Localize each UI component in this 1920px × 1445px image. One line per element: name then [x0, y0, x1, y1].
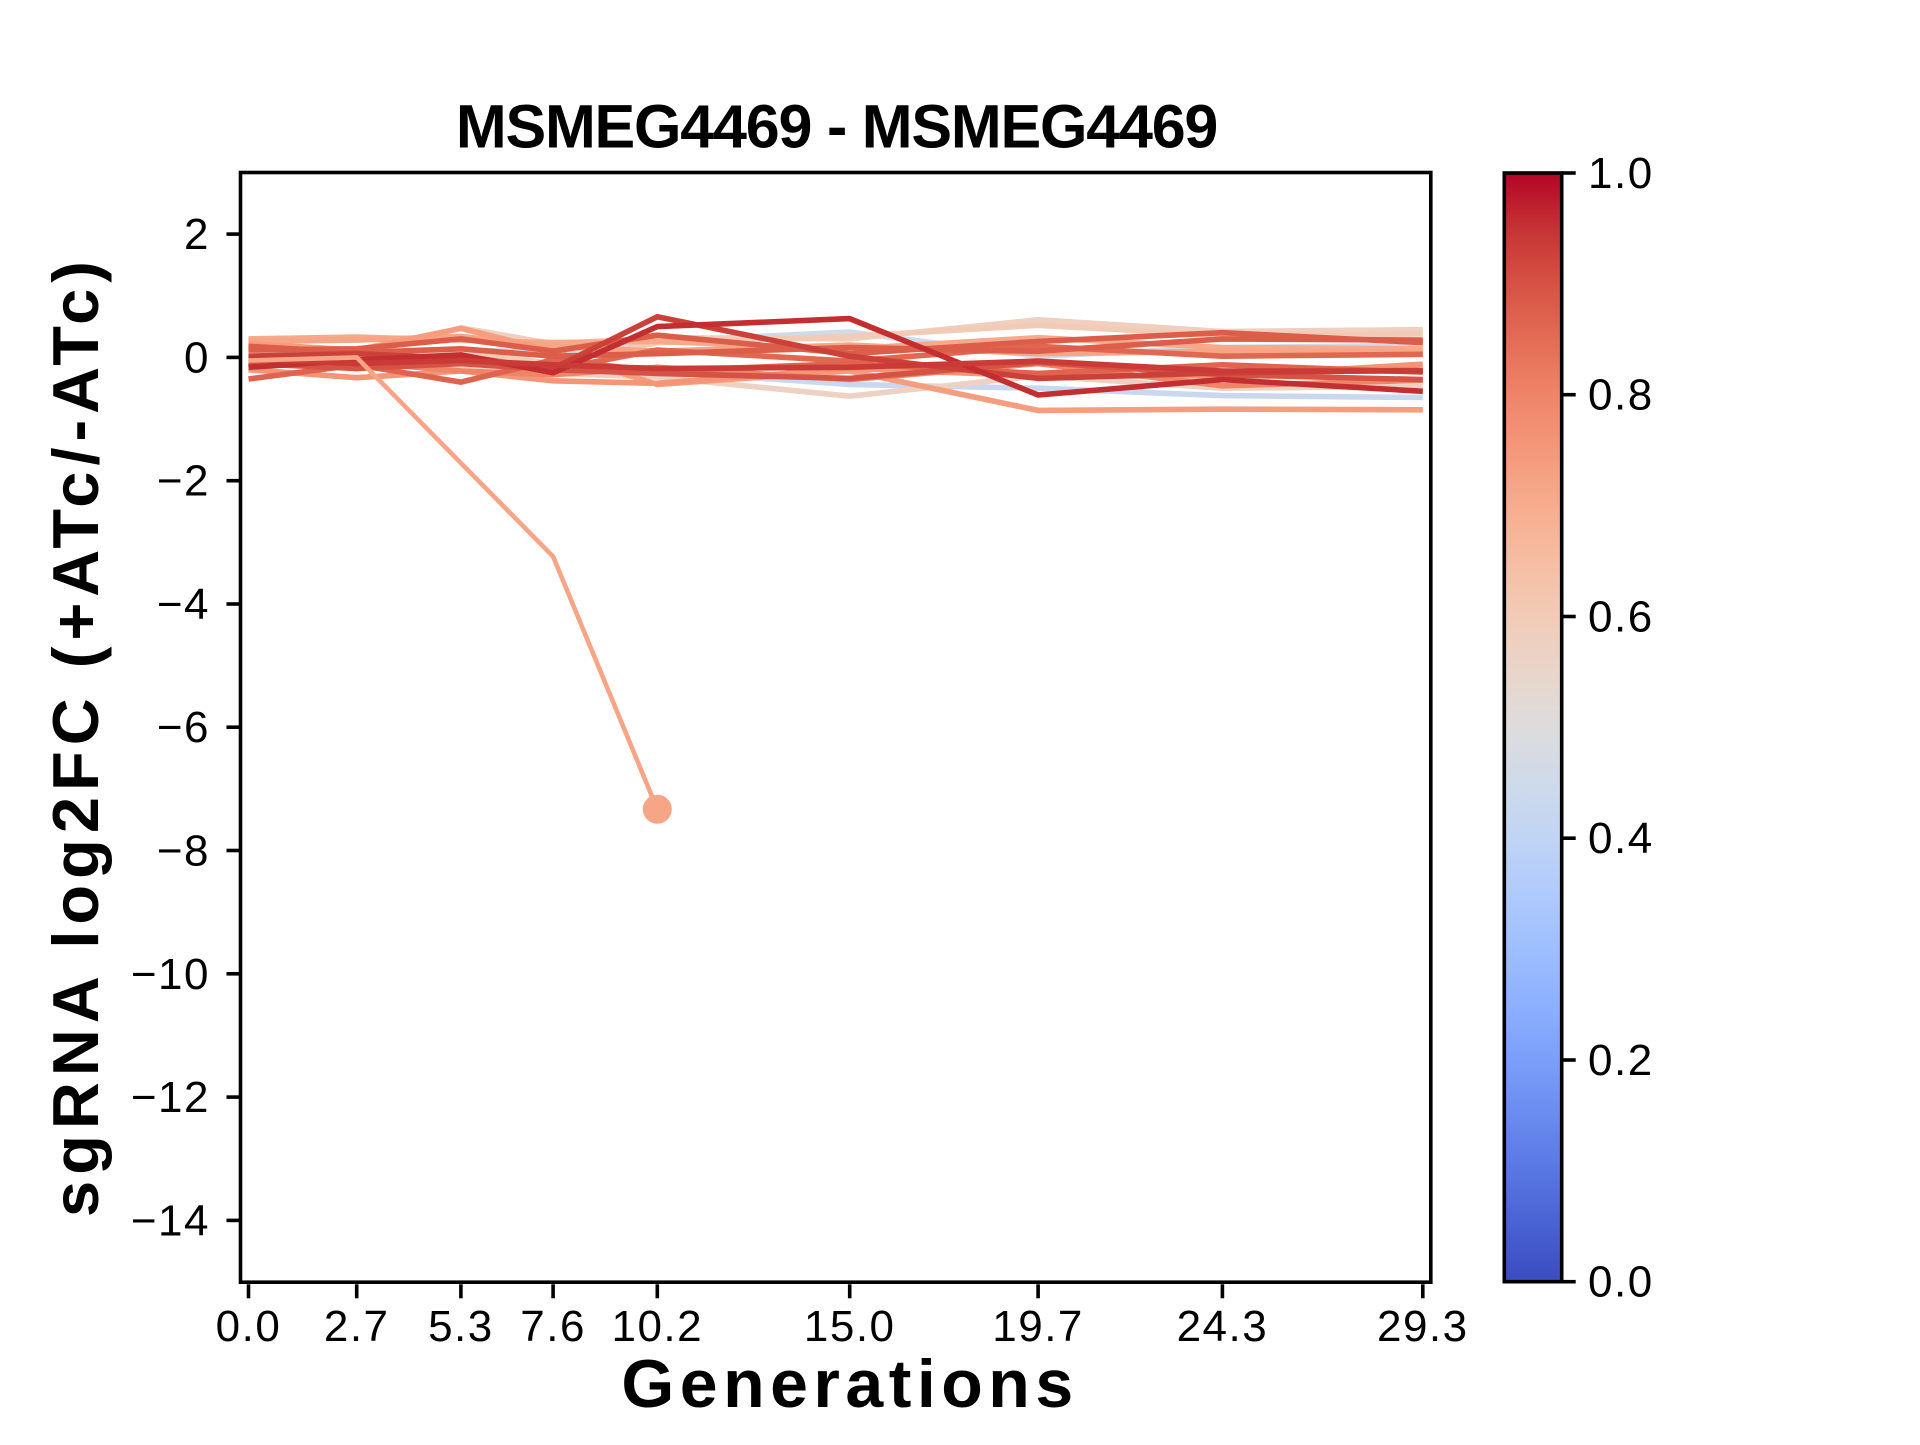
- svg-text:0.4: 0.4: [1588, 814, 1654, 863]
- svg-text:0.0: 0.0: [216, 1302, 282, 1351]
- svg-text:15.0: 15.0: [804, 1302, 896, 1351]
- svg-text:Generations: Generations: [621, 1346, 1078, 1422]
- svg-text:2.7: 2.7: [324, 1302, 390, 1351]
- svg-text:MSMEG4469 - MSMEG4469: MSMEG4469 - MSMEG4469: [456, 93, 1217, 161]
- svg-text:1.0: 1.0: [1588, 149, 1654, 198]
- svg-text:0.0: 0.0: [1588, 1258, 1654, 1307]
- svg-text:19.7: 19.7: [992, 1302, 1084, 1351]
- svg-text:7.6: 7.6: [520, 1302, 586, 1351]
- svg-text:0.6: 0.6: [1588, 593, 1654, 642]
- svg-text:10.2: 10.2: [611, 1302, 703, 1351]
- svg-text:sgRNA log2FC (+ATc/-ATc): sgRNA log2FC (+ATc/-ATc): [39, 255, 112, 1217]
- svg-text:−2: −2: [157, 457, 210, 506]
- svg-text:−14: −14: [131, 1196, 210, 1245]
- svg-text:0: 0: [184, 333, 210, 382]
- svg-text:5.3: 5.3: [428, 1302, 494, 1351]
- svg-text:−10: −10: [131, 950, 210, 999]
- svg-text:−8: −8: [157, 827, 210, 876]
- svg-text:0.2: 0.2: [1588, 1036, 1654, 1085]
- svg-text:−12: −12: [131, 1073, 210, 1122]
- svg-text:−6: −6: [157, 703, 210, 752]
- svg-text:2: 2: [184, 210, 210, 259]
- svg-text:−4: −4: [157, 580, 210, 629]
- svg-text:0.8: 0.8: [1588, 371, 1654, 420]
- svg-text:29.3: 29.3: [1377, 1302, 1469, 1351]
- svg-text:24.3: 24.3: [1177, 1302, 1269, 1351]
